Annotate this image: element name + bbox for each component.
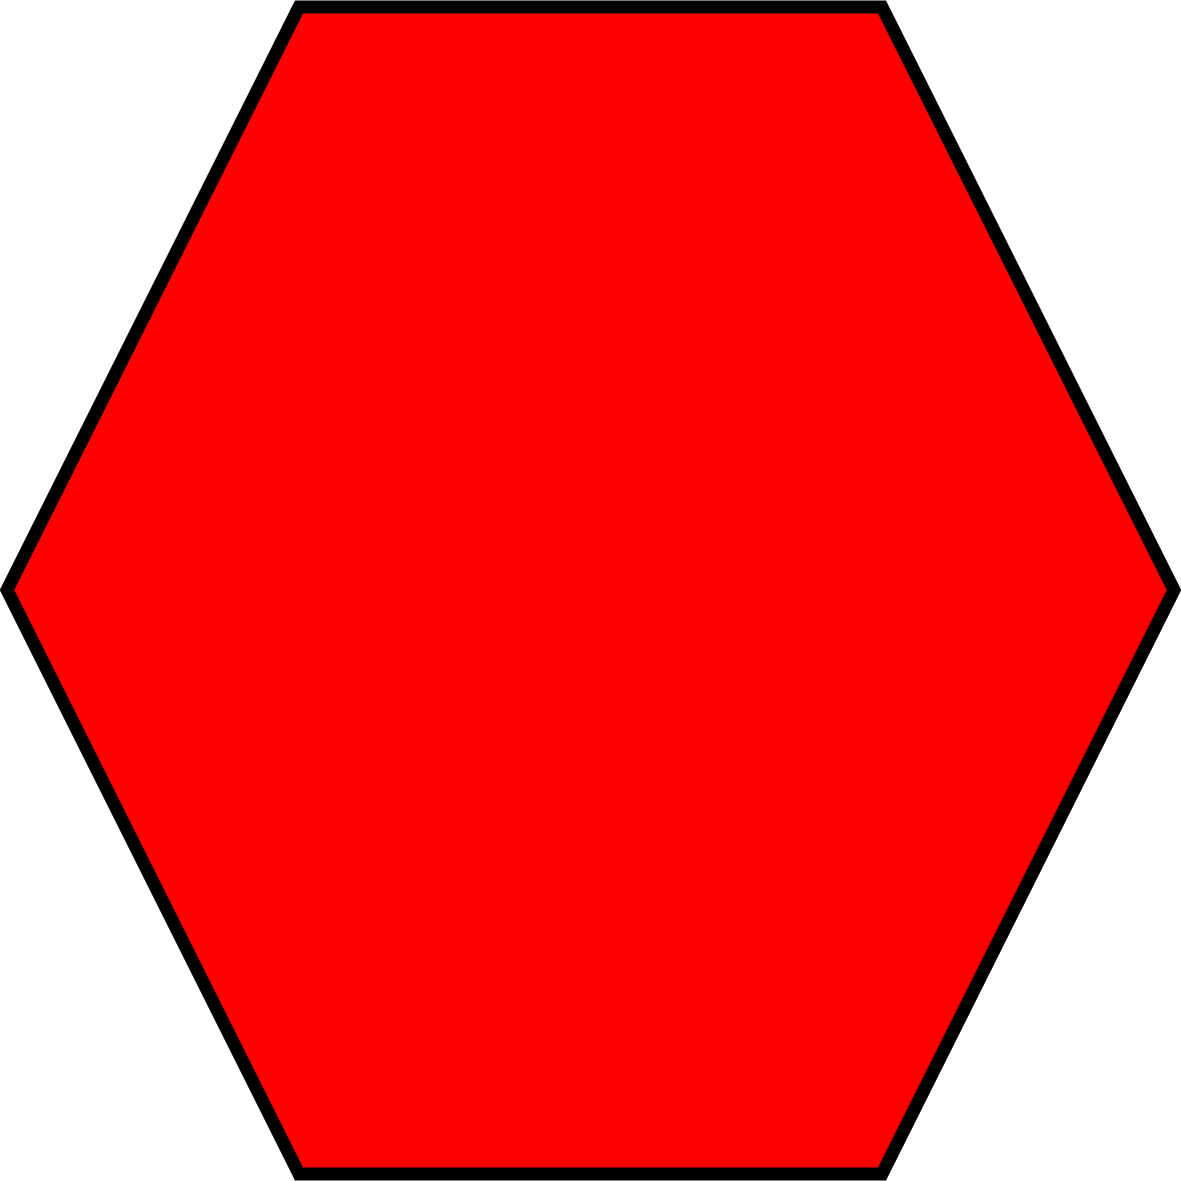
hexagon-shape <box>0 0 1181 1181</box>
hexagon-diagram <box>0 0 1181 1181</box>
